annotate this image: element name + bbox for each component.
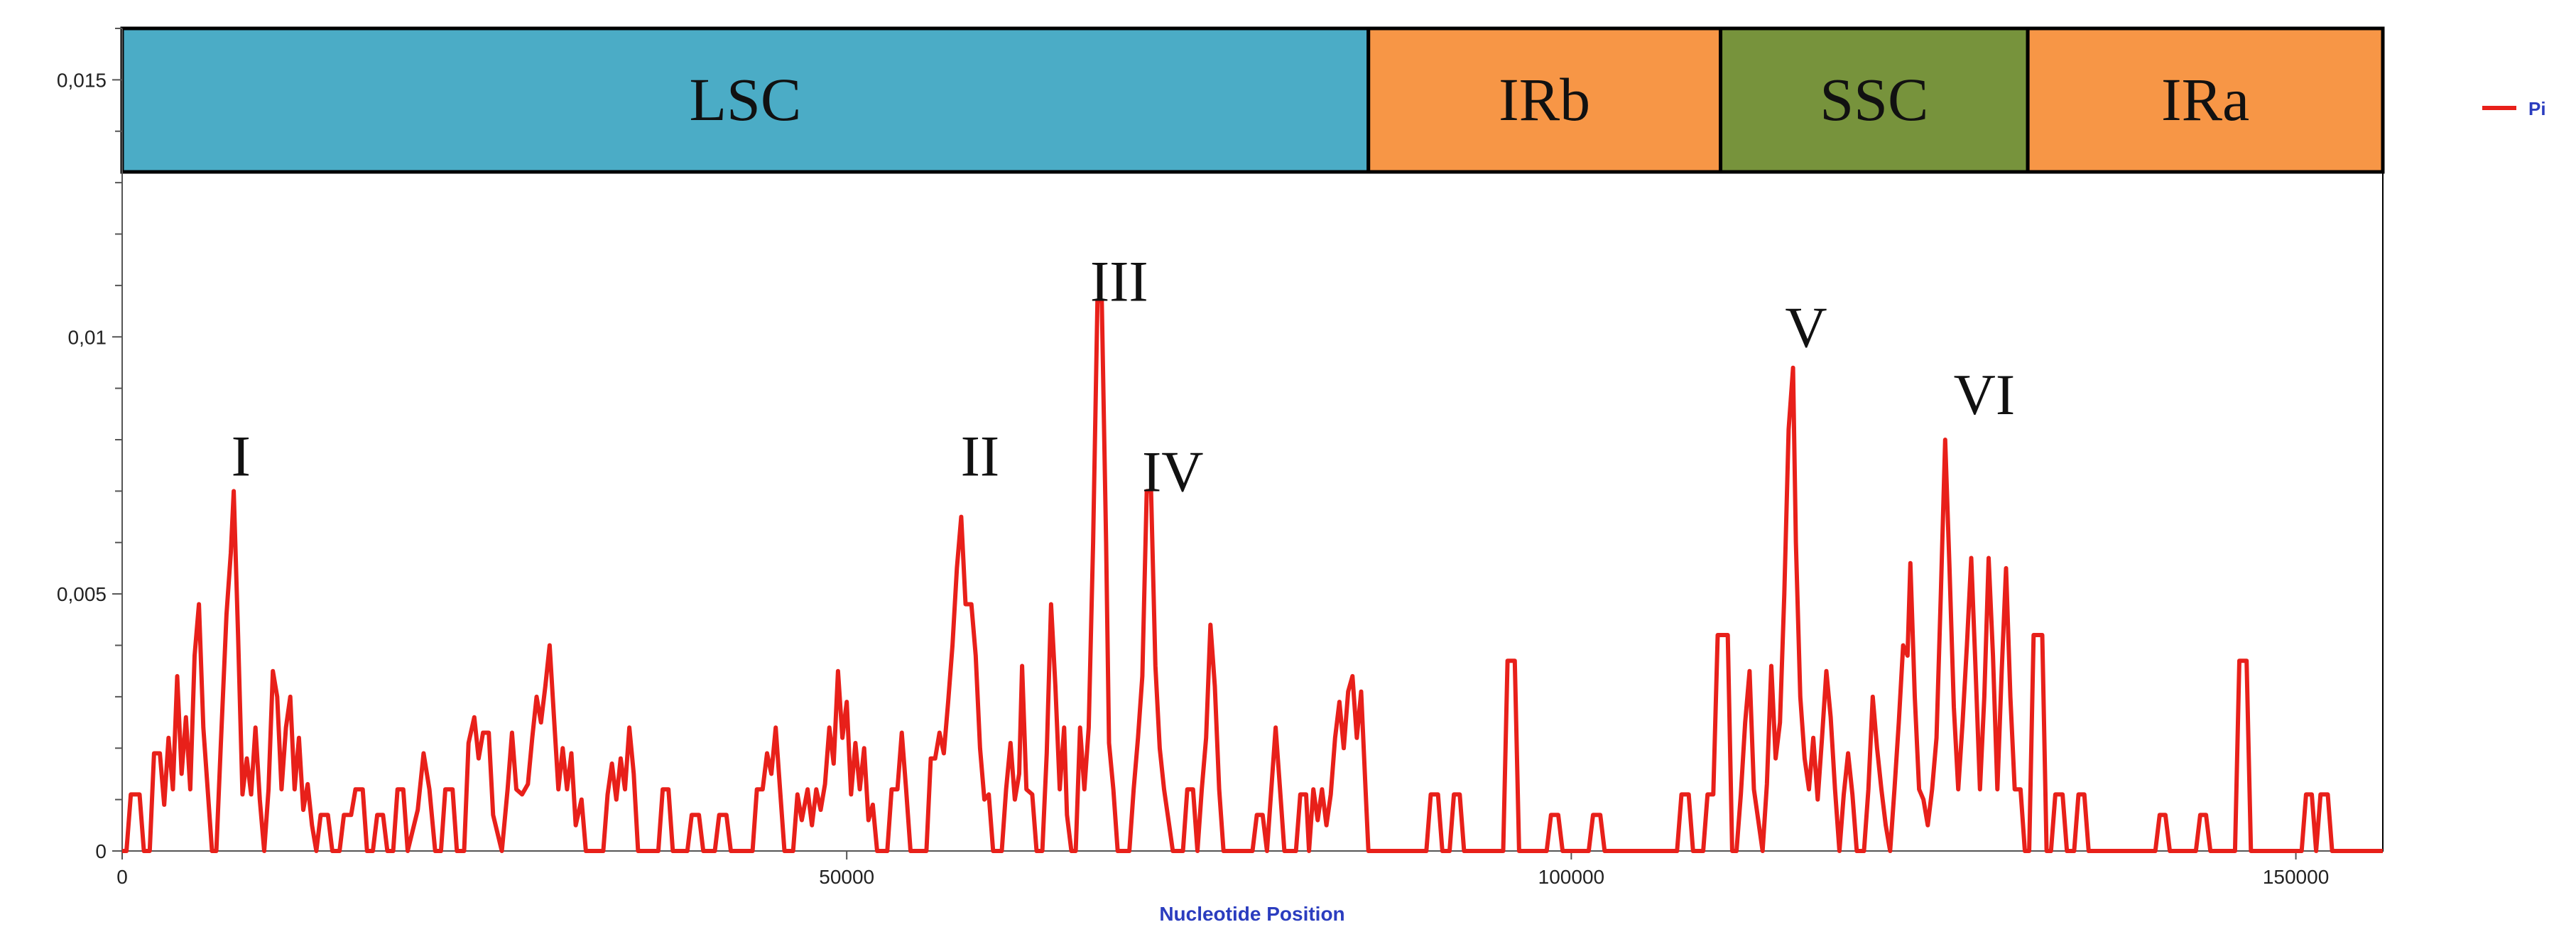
peak-label-iv: IV [1142,439,1204,504]
y-tick-label: 0 [95,840,107,862]
peak-label-v: V [1785,295,1827,360]
x-tick-label: 150000 [2263,866,2329,888]
x-axis-title: Nucleotide Position [1159,903,1344,925]
region-label-irb: IRb [1499,65,1590,134]
x-tick-label: 50000 [819,866,874,888]
legend-label-pi: Pi [2528,98,2546,119]
region-bars: LSC IRb SSC IRa [120,26,2385,174]
y-axis-ticks: 0 0,005 0,01 0,015 [57,28,122,862]
peak-label-iii: III [1090,249,1148,314]
peak-label-ii: II [961,424,1000,489]
region-label-ira: IRa [2161,65,2249,134]
region-lsc [120,26,1371,174]
y-tick-label: 0,01 [68,326,107,348]
region-irb [1366,26,1723,174]
region-ira [2026,26,2385,174]
x-axis-ticks: 0 50000 100000 150000 [116,851,2329,888]
x-tick-label: 100000 [1538,866,1604,888]
y-tick-label: 0,005 [57,583,107,605]
legend: Pi [2482,98,2546,119]
peak-label-vi: VI [1954,362,2016,427]
peak-label-i: I [232,424,251,489]
x-tick-label: 0 [116,866,128,888]
series-line-pi [122,298,2383,853]
y-tick-label: 0,015 [57,69,107,91]
region-label-lsc: LSC [689,65,801,134]
region-label-ssc: SSC [1820,65,1928,134]
